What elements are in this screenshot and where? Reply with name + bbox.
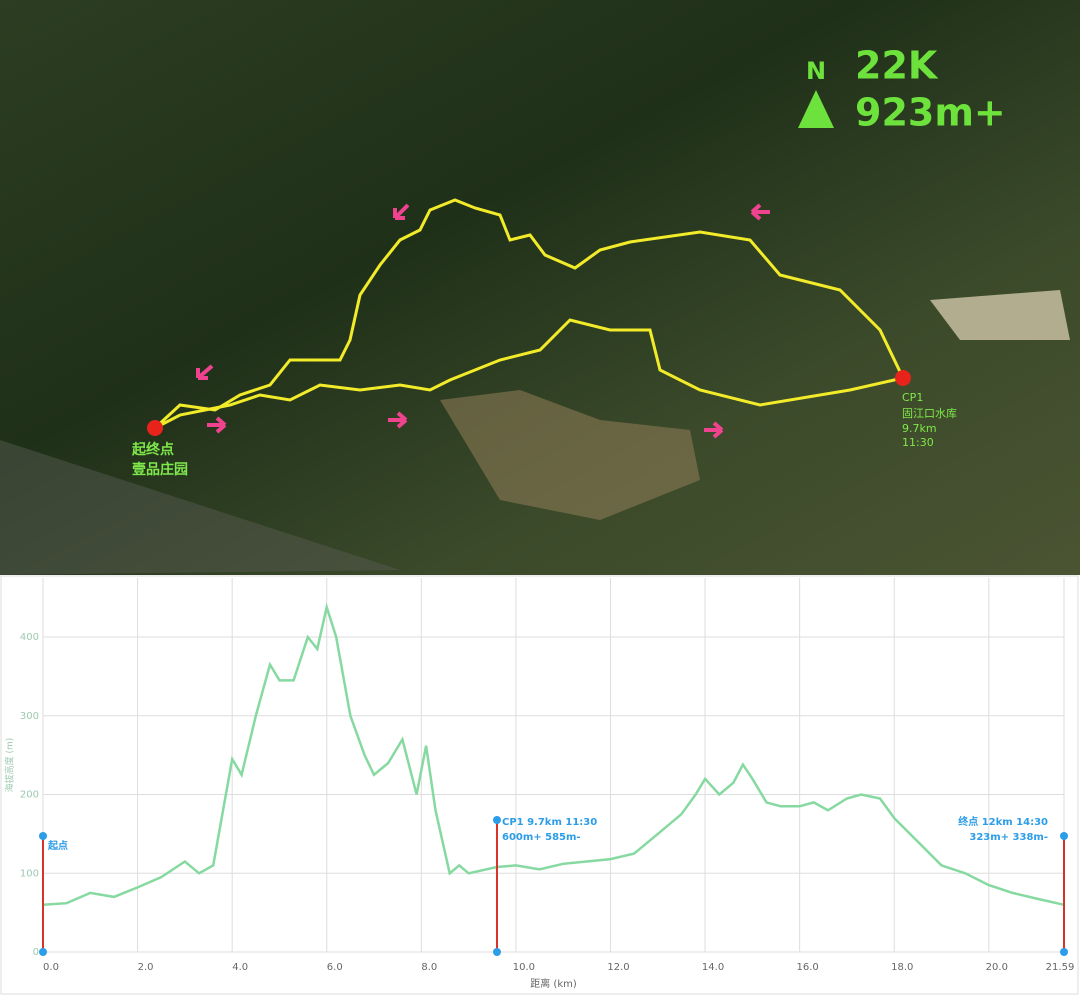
y-axis-label: 海拔高度 (m) (4, 738, 16, 793)
x-tick-label: 0.0 (43, 962, 59, 973)
elevation-icon (798, 90, 834, 128)
start-label: 壹品庄园 (132, 461, 188, 478)
y-tick-label: 100 (20, 868, 39, 879)
x-tick-label: 6.0 (327, 962, 343, 973)
cp1-label: CP1 (902, 391, 923, 404)
marker-label: 终点 12km 14:30 (958, 815, 1048, 828)
x-tick-label: 10.0 (513, 962, 535, 973)
y-tick-label: 0 (33, 947, 39, 958)
cp1-label: 9.7km (902, 422, 937, 435)
marker-dot (39, 832, 47, 840)
cp1-label: 固江口水库 (902, 407, 957, 420)
marker-dot (1060, 948, 1068, 956)
x-tick-label: 2.0 (138, 962, 154, 973)
x-tick-label: 8.0 (421, 962, 437, 973)
marker-dot (492, 948, 501, 956)
marker-dot (1060, 832, 1068, 840)
x-tick-label: 18.0 (891, 962, 913, 973)
chart-panel (0, 575, 1079, 995)
checkpoint (895, 370, 911, 386)
x-tick-label: 12.0 (607, 962, 629, 973)
x-tick-label: 14.0 (702, 962, 724, 973)
y-tick-label: 300 (20, 711, 39, 722)
north-label: N (806, 57, 826, 85)
direction-arrows (196, 203, 770, 439)
x-tick-label: 4.0 (232, 962, 248, 973)
quarry (930, 290, 1070, 340)
x-tick-label: 20.0 (986, 962, 1008, 973)
elevation-gain: 923m+ (855, 91, 1006, 135)
map: N 22K 923m+ 起终点 壹品庄园 CP1 固江口水库 9.7km 11:… (0, 0, 1080, 575)
marker-label: CP1 9.7km 11:30 (502, 817, 597, 828)
marker-dot (492, 816, 501, 824)
marker-dot (39, 948, 47, 956)
marker-label: 600m+ 585m- (502, 832, 581, 843)
start-label: 起终点 (131, 441, 174, 458)
y-tick-label: 400 (20, 632, 39, 643)
town (0, 440, 400, 575)
cp1-label: 11:30 (902, 436, 934, 449)
marker-label: 起点 (47, 839, 68, 852)
bare-ground (440, 390, 700, 520)
route (153, 198, 906, 430)
start-point (147, 420, 163, 436)
x-tick-label: 16.0 (797, 962, 819, 973)
distance: 22K (855, 44, 939, 88)
y-tick-label: 200 (20, 790, 39, 801)
x-axis-label: 距离 (km) (530, 977, 577, 990)
marker-label: 323m+ 338m- (969, 832, 1048, 843)
chart: 0 100 200 300 400 0.0 2.0 4.0 6.0 8.0 10.0 12.0 14.0… (4, 578, 1075, 990)
x-tick-label: 21.59 (1046, 962, 1075, 973)
